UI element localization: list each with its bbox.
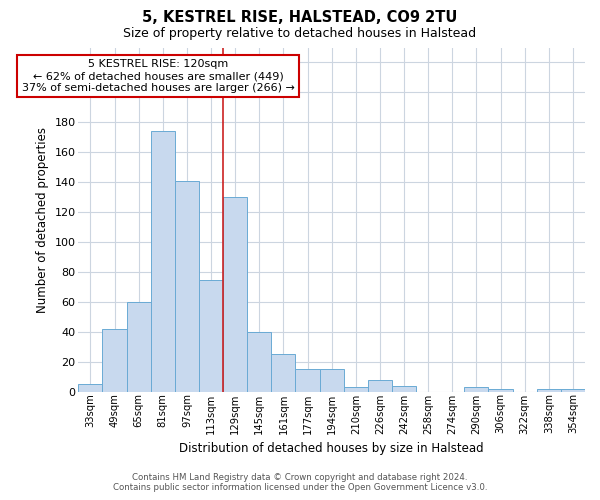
Bar bbox=[151, 132, 175, 392]
Text: 5 KESTREL RISE: 120sqm
← 62% of detached houses are smaller (449)
37% of semi-de: 5 KESTREL RISE: 120sqm ← 62% of detached… bbox=[22, 60, 295, 92]
Bar bbox=[223, 197, 247, 392]
Text: 5, KESTREL RISE, HALSTEAD, CO9 2TU: 5, KESTREL RISE, HALSTEAD, CO9 2TU bbox=[142, 10, 458, 25]
Bar bbox=[561, 389, 585, 392]
Bar bbox=[175, 181, 199, 392]
Y-axis label: Number of detached properties: Number of detached properties bbox=[36, 126, 49, 312]
Bar bbox=[320, 370, 344, 392]
Bar bbox=[488, 389, 512, 392]
Bar bbox=[247, 332, 271, 392]
Bar bbox=[295, 370, 320, 392]
Bar bbox=[344, 388, 368, 392]
Bar bbox=[127, 302, 151, 392]
Bar bbox=[79, 384, 103, 392]
Bar bbox=[464, 388, 488, 392]
Bar bbox=[199, 280, 223, 392]
Text: Contains HM Land Registry data © Crown copyright and database right 2024.
Contai: Contains HM Land Registry data © Crown c… bbox=[113, 473, 487, 492]
Bar bbox=[271, 354, 295, 392]
Bar bbox=[392, 386, 416, 392]
Text: Size of property relative to detached houses in Halstead: Size of property relative to detached ho… bbox=[124, 28, 476, 40]
Bar bbox=[103, 329, 127, 392]
Bar bbox=[368, 380, 392, 392]
X-axis label: Distribution of detached houses by size in Halstead: Distribution of detached houses by size … bbox=[179, 442, 484, 455]
Bar bbox=[537, 389, 561, 392]
